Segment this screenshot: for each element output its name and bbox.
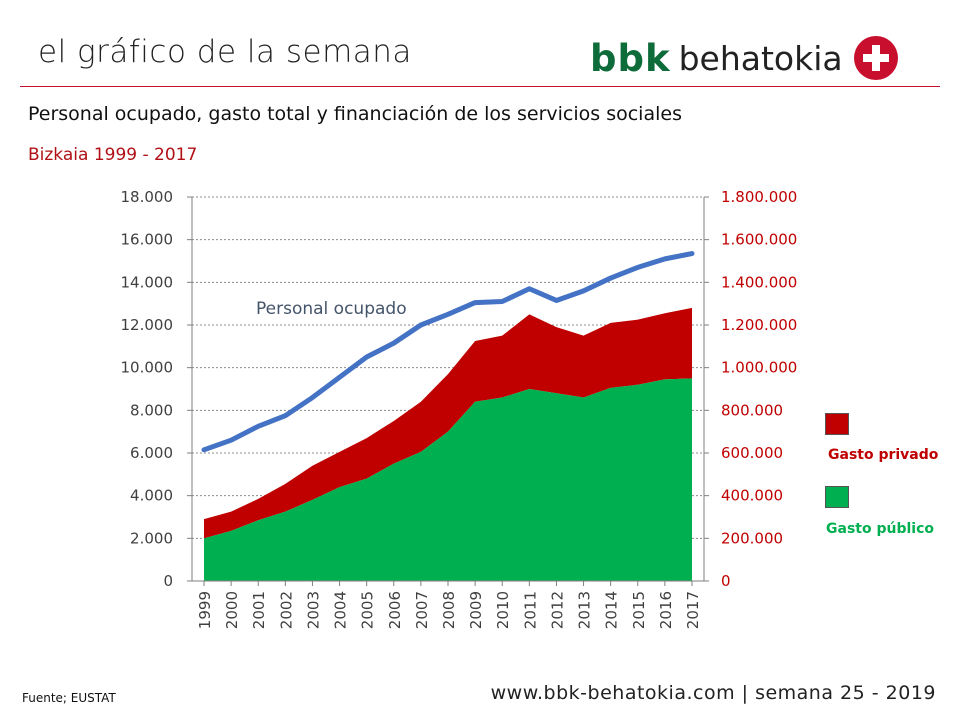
x-tick-label: 2010 xyxy=(494,591,512,629)
header-divider xyxy=(20,86,940,87)
right-tick-label: 600.000 xyxy=(721,444,783,462)
axis-labels: Personal ocupado 0 2.000 4.000 6.000 8.000 10.… xyxy=(121,188,798,629)
website-footer[interactable]: www.bbk-behatokia.com | semana 25 - 2019 xyxy=(490,682,936,704)
left-tick-label: 10.000 xyxy=(121,359,174,377)
x-tick-label: 1999 xyxy=(196,591,214,629)
x-tick-label: 2002 xyxy=(277,591,295,629)
left-tick-label: 2.000 xyxy=(130,529,173,547)
left-tick-label: 14.000 xyxy=(121,273,174,291)
x-tick-label: 2012 xyxy=(548,591,566,629)
area-line-chart: Personal ocupado 0 2.000 4.000 6.000 8.000 10.… xyxy=(121,188,798,629)
right-tick-label: 1.800.000 xyxy=(721,188,797,206)
axes xyxy=(187,196,709,586)
area-gasto-publico xyxy=(204,378,692,581)
right-tick-label: 1.200.000 xyxy=(721,316,797,334)
x-tick-label: 2003 xyxy=(304,591,322,629)
x-tick-label: 2009 xyxy=(467,591,485,629)
x-tick-label: 2007 xyxy=(413,591,431,629)
left-tick-label: 16.000 xyxy=(121,231,174,249)
right-tick-label: 1.600.000 xyxy=(721,231,797,249)
right-tick-label: 1.400.000 xyxy=(721,273,797,291)
annotation-personal-ocupado: Personal ocupado xyxy=(256,299,407,319)
left-tick-label: 8.000 xyxy=(130,401,173,419)
x-tick-label: 2013 xyxy=(576,591,594,629)
x-tick-label: 2000 xyxy=(223,591,241,629)
x-tick-label: 2001 xyxy=(250,591,268,629)
left-tick-label: 0 xyxy=(163,572,173,590)
legend-swatch-gasto-publico xyxy=(825,486,849,508)
x-tick-label: 2008 xyxy=(440,591,458,629)
plus-cross-icon xyxy=(853,36,898,80)
x-tick-label: 2011 xyxy=(521,591,539,629)
left-tick-label: 4.000 xyxy=(130,487,173,505)
left-tick-label: 18.000 xyxy=(121,188,174,206)
right-tick-label: 400.000 xyxy=(721,487,783,505)
legend-label-gasto-privado: Gasto privado xyxy=(828,447,939,463)
logo-bbk-text: bbk xyxy=(590,36,671,80)
chart-title: Personal ocupado, gasto total y financia… xyxy=(28,103,682,125)
left-tick-label: 6.000 xyxy=(130,444,173,462)
area-gasto-privado xyxy=(204,307,692,539)
logo-behatokia-text: behatokia xyxy=(678,38,843,78)
x-tick-label: 2004 xyxy=(332,591,350,629)
right-tick-label: 200.000 xyxy=(721,529,783,547)
right-tick-label: 1.000.000 xyxy=(721,359,797,377)
x-tick-label: 2016 xyxy=(657,591,675,629)
chart-subtitle: Bizkaia 1999 - 2017 xyxy=(28,145,198,165)
area-series xyxy=(204,307,692,581)
line-personal-ocupado xyxy=(201,251,695,453)
right-tick-label: 800.000 xyxy=(721,401,783,419)
brand-logo[interactable]: bbk behatokia xyxy=(590,30,899,86)
left-tick-label: 12.000 xyxy=(121,316,174,334)
line-series xyxy=(201,251,695,453)
x-tick-label: 2017 xyxy=(684,591,702,629)
x-tick-label: 2015 xyxy=(630,591,648,629)
source-note: Fuente; EUSTAT xyxy=(22,691,116,705)
legend-swatch-gasto-privado xyxy=(825,413,849,435)
x-tick-label: 2014 xyxy=(603,591,621,629)
legend-label-gasto-publico: Gasto público xyxy=(826,521,934,537)
right-tick-label: 0 xyxy=(721,572,731,590)
x-tick-label: 2005 xyxy=(359,591,377,629)
x-tick-label: 2006 xyxy=(386,591,404,629)
page-title: el gráfico de la semana xyxy=(38,34,412,70)
